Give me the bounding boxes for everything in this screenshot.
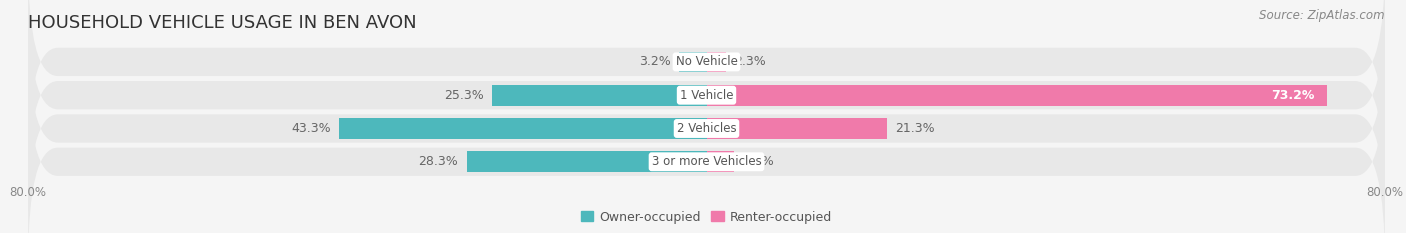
Text: 1 Vehicle: 1 Vehicle xyxy=(679,89,734,102)
Text: HOUSEHOLD VEHICLE USAGE IN BEN AVON: HOUSEHOLD VEHICLE USAGE IN BEN AVON xyxy=(28,14,416,32)
Bar xyxy=(707,151,734,172)
Text: 73.2%: 73.2% xyxy=(1271,89,1315,102)
Text: 25.3%: 25.3% xyxy=(444,89,484,102)
FancyBboxPatch shape xyxy=(28,59,1385,233)
Text: 3.2%: 3.2% xyxy=(742,155,773,168)
Legend: Owner-occupied, Renter-occupied: Owner-occupied, Renter-occupied xyxy=(576,206,837,229)
Bar xyxy=(679,51,707,72)
Text: 21.3%: 21.3% xyxy=(896,122,935,135)
Text: 3 or more Vehicles: 3 or more Vehicles xyxy=(651,155,762,168)
Text: 2.3%: 2.3% xyxy=(734,55,766,69)
Text: 28.3%: 28.3% xyxy=(419,155,458,168)
Bar xyxy=(707,85,1327,106)
Text: Source: ZipAtlas.com: Source: ZipAtlas.com xyxy=(1260,9,1385,22)
Bar xyxy=(467,151,707,172)
FancyBboxPatch shape xyxy=(28,0,1385,164)
Bar xyxy=(707,51,725,72)
Text: 43.3%: 43.3% xyxy=(291,122,330,135)
Bar xyxy=(339,118,707,139)
Bar xyxy=(707,118,887,139)
Bar xyxy=(492,85,707,106)
FancyBboxPatch shape xyxy=(28,0,1385,198)
Text: 2 Vehicles: 2 Vehicles xyxy=(676,122,737,135)
Text: 3.2%: 3.2% xyxy=(640,55,671,69)
Text: No Vehicle: No Vehicle xyxy=(675,55,738,69)
FancyBboxPatch shape xyxy=(28,26,1385,231)
